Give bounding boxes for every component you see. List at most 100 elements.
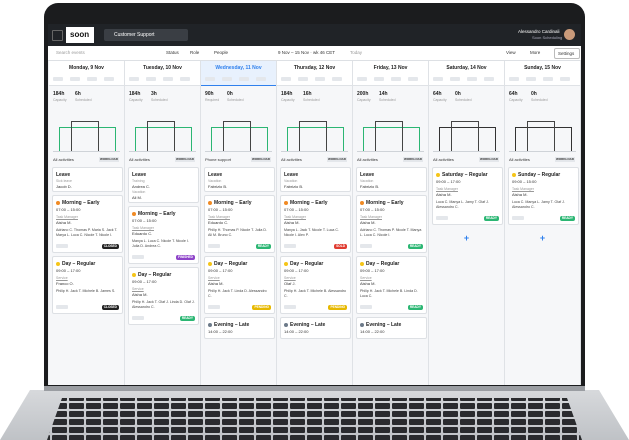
event-card[interactable]: Leave Vacation Fabrizio B.	[356, 167, 427, 192]
chart-area	[59, 127, 116, 151]
workload-chart	[509, 115, 576, 152]
status-pill: READY	[179, 316, 195, 322]
event-card[interactable]: Evening – Late 14:00 – 22:00	[280, 317, 351, 339]
chart-inner	[147, 121, 175, 151]
leave-name: Jacob D.	[56, 184, 72, 189]
leave-type: Vacation	[284, 179, 298, 183]
headcount-icon	[360, 305, 372, 309]
event-card[interactable]: Evening – Late 14:00 – 22:00	[204, 317, 275, 339]
headcount-icon	[284, 305, 296, 309]
counter-icon	[104, 77, 114, 81]
status-pill: PENDING	[252, 305, 271, 311]
event-card[interactable]: Day – Regular 09:00 – 17:00 Service Aisha M…	[356, 256, 427, 314]
chart-inner	[527, 121, 555, 151]
people: Philip H. Jack T. Michele B. Alessandro …	[284, 289, 347, 298]
today-button[interactable]: Today	[350, 50, 363, 55]
counter-icon	[543, 77, 553, 81]
card-title: Day – Regular	[62, 261, 96, 267]
avatar[interactable]	[564, 29, 575, 40]
date-range: 9 Nov – 15 Nov · wk 46 CET	[278, 50, 336, 55]
card-title: Leave	[56, 172, 71, 178]
event-card[interactable]: Leave Vacation Fabrizio B.	[204, 167, 275, 192]
shift-icon	[132, 212, 136, 216]
headcount-icon	[132, 316, 144, 320]
event-card[interactable]: Morning – Early 07:00 – 15:00 Task Manager…	[280, 195, 351, 253]
lead-name: Aisha M.	[360, 220, 376, 225]
role-label: Task Manager	[284, 215, 306, 219]
event-card[interactable]: Day – Regular 09:00 – 17:00 Service Aisha M…	[204, 256, 275, 314]
counter-icon	[256, 77, 266, 81]
people: Luca C. Manya L. Jamy T. Olaf J. Alessan…	[512, 200, 565, 209]
event-card[interactable]: Morning – Early 07:00 – 15:00 Task Manager…	[204, 195, 275, 253]
shift-icon	[360, 262, 364, 266]
search[interactable]: Search events	[56, 50, 85, 55]
card-title: Day – Regular	[366, 261, 400, 267]
event-card[interactable]: Evening – Late 14:00 – 22:00	[356, 317, 427, 339]
activity-filter: All activities	[509, 157, 530, 162]
role-label: Service	[360, 276, 372, 280]
stat-value: 64h	[433, 91, 442, 97]
menu-button[interactable]	[52, 30, 63, 41]
workload-chart	[433, 115, 500, 152]
counter-icon	[484, 77, 494, 81]
counter-icon	[70, 77, 80, 81]
workload-chart	[205, 115, 272, 152]
stat-label: Capacity	[53, 98, 67, 102]
counter-icon	[129, 77, 139, 81]
day-name: Friday, 13 Nov	[373, 65, 408, 71]
filter-button[interactable]: People	[214, 50, 229, 55]
counter-icon	[222, 77, 232, 81]
card-title: Saturday – Regular	[442, 172, 488, 178]
stat-label: Scheduled	[303, 98, 320, 102]
event-card[interactable]: Saturday – Regular 09:00 – 17:00 Task Mana…	[432, 167, 503, 225]
chart-inner	[223, 121, 251, 151]
stat-value: 0h	[531, 91, 537, 97]
stat-value: 3h	[151, 91, 157, 97]
event-card[interactable]: Day – Regular 09:00 – 17:00 Service Olaf J.…	[280, 256, 351, 314]
event-card[interactable]: Leave Training Andrea C. Vacation Ali M.	[128, 167, 199, 203]
people: Philip H. Jack T. Michele B. James S.	[56, 289, 116, 293]
event-card[interactable]: Leave Vacation Fabrizio B.	[280, 167, 351, 192]
counter-icon	[374, 77, 384, 81]
filter-button[interactable]: Status	[166, 50, 179, 55]
screen: soon Customer Support Alessandro Cardina…	[48, 24, 581, 385]
chart-area	[363, 127, 420, 151]
team-select[interactable]: Customer Support	[104, 29, 188, 41]
shift-icon	[284, 262, 288, 266]
event-card[interactable]: Morning – Early 07:00 – 15:00 Task Manager…	[52, 195, 123, 253]
add-button[interactable]: +	[463, 233, 470, 243]
counter-icon	[239, 77, 249, 81]
headcount-icon	[132, 255, 144, 259]
shift-time: 09:00 – 17:00	[56, 268, 81, 273]
workload-chart	[129, 115, 196, 152]
workload-badge: WORKLOAD	[175, 157, 195, 162]
more-button[interactable]: More	[530, 50, 541, 55]
role-label: Service	[284, 276, 296, 280]
add-button[interactable]: +	[539, 233, 546, 243]
day-name: Sunday, 15 Nov	[524, 65, 561, 71]
counter-icon	[509, 77, 519, 81]
headcount-icon	[284, 244, 296, 248]
view-button[interactable]: View	[506, 50, 516, 55]
chart-inner	[299, 121, 327, 151]
status-pill: CLOSED	[101, 244, 119, 250]
stat-value: 184h	[53, 91, 65, 97]
shift-time: 14:00 – 22:00	[284, 329, 309, 334]
event-card[interactable]: Day – Regular 09:00 – 17:00 Service Franco …	[52, 256, 123, 314]
lead-name: Aisha M.	[208, 281, 224, 286]
day-header: Monday, 9 Nov	[49, 61, 124, 86]
workload-badge: WORKLOAD	[555, 157, 575, 162]
settings-box[interactable]: Settings	[554, 48, 580, 59]
filter-button[interactable]: Role	[190, 50, 200, 55]
stat-value: 6h	[75, 91, 81, 97]
event-card[interactable]: Morning – Early 07:00 – 15:00 Task Manager…	[128, 206, 199, 264]
chart-area	[211, 127, 268, 151]
event-card[interactable]: Morning – Early 07:00 – 15:00 Task Manager…	[356, 195, 427, 253]
day-name: Monday, 9 Nov	[69, 65, 104, 71]
headcount-icon	[56, 244, 68, 248]
card-title: Leave	[208, 172, 223, 178]
lead-name: Franco O.	[56, 281, 74, 286]
event-card[interactable]: Leave Sick leave Jacob D.	[52, 167, 123, 192]
event-card[interactable]: Day – Regular 09:00 – 17:00 Service Aisha M…	[128, 267, 199, 325]
event-card[interactable]: Sunday – Regular 09:00 – 15:00 Task Manage…	[508, 167, 579, 225]
